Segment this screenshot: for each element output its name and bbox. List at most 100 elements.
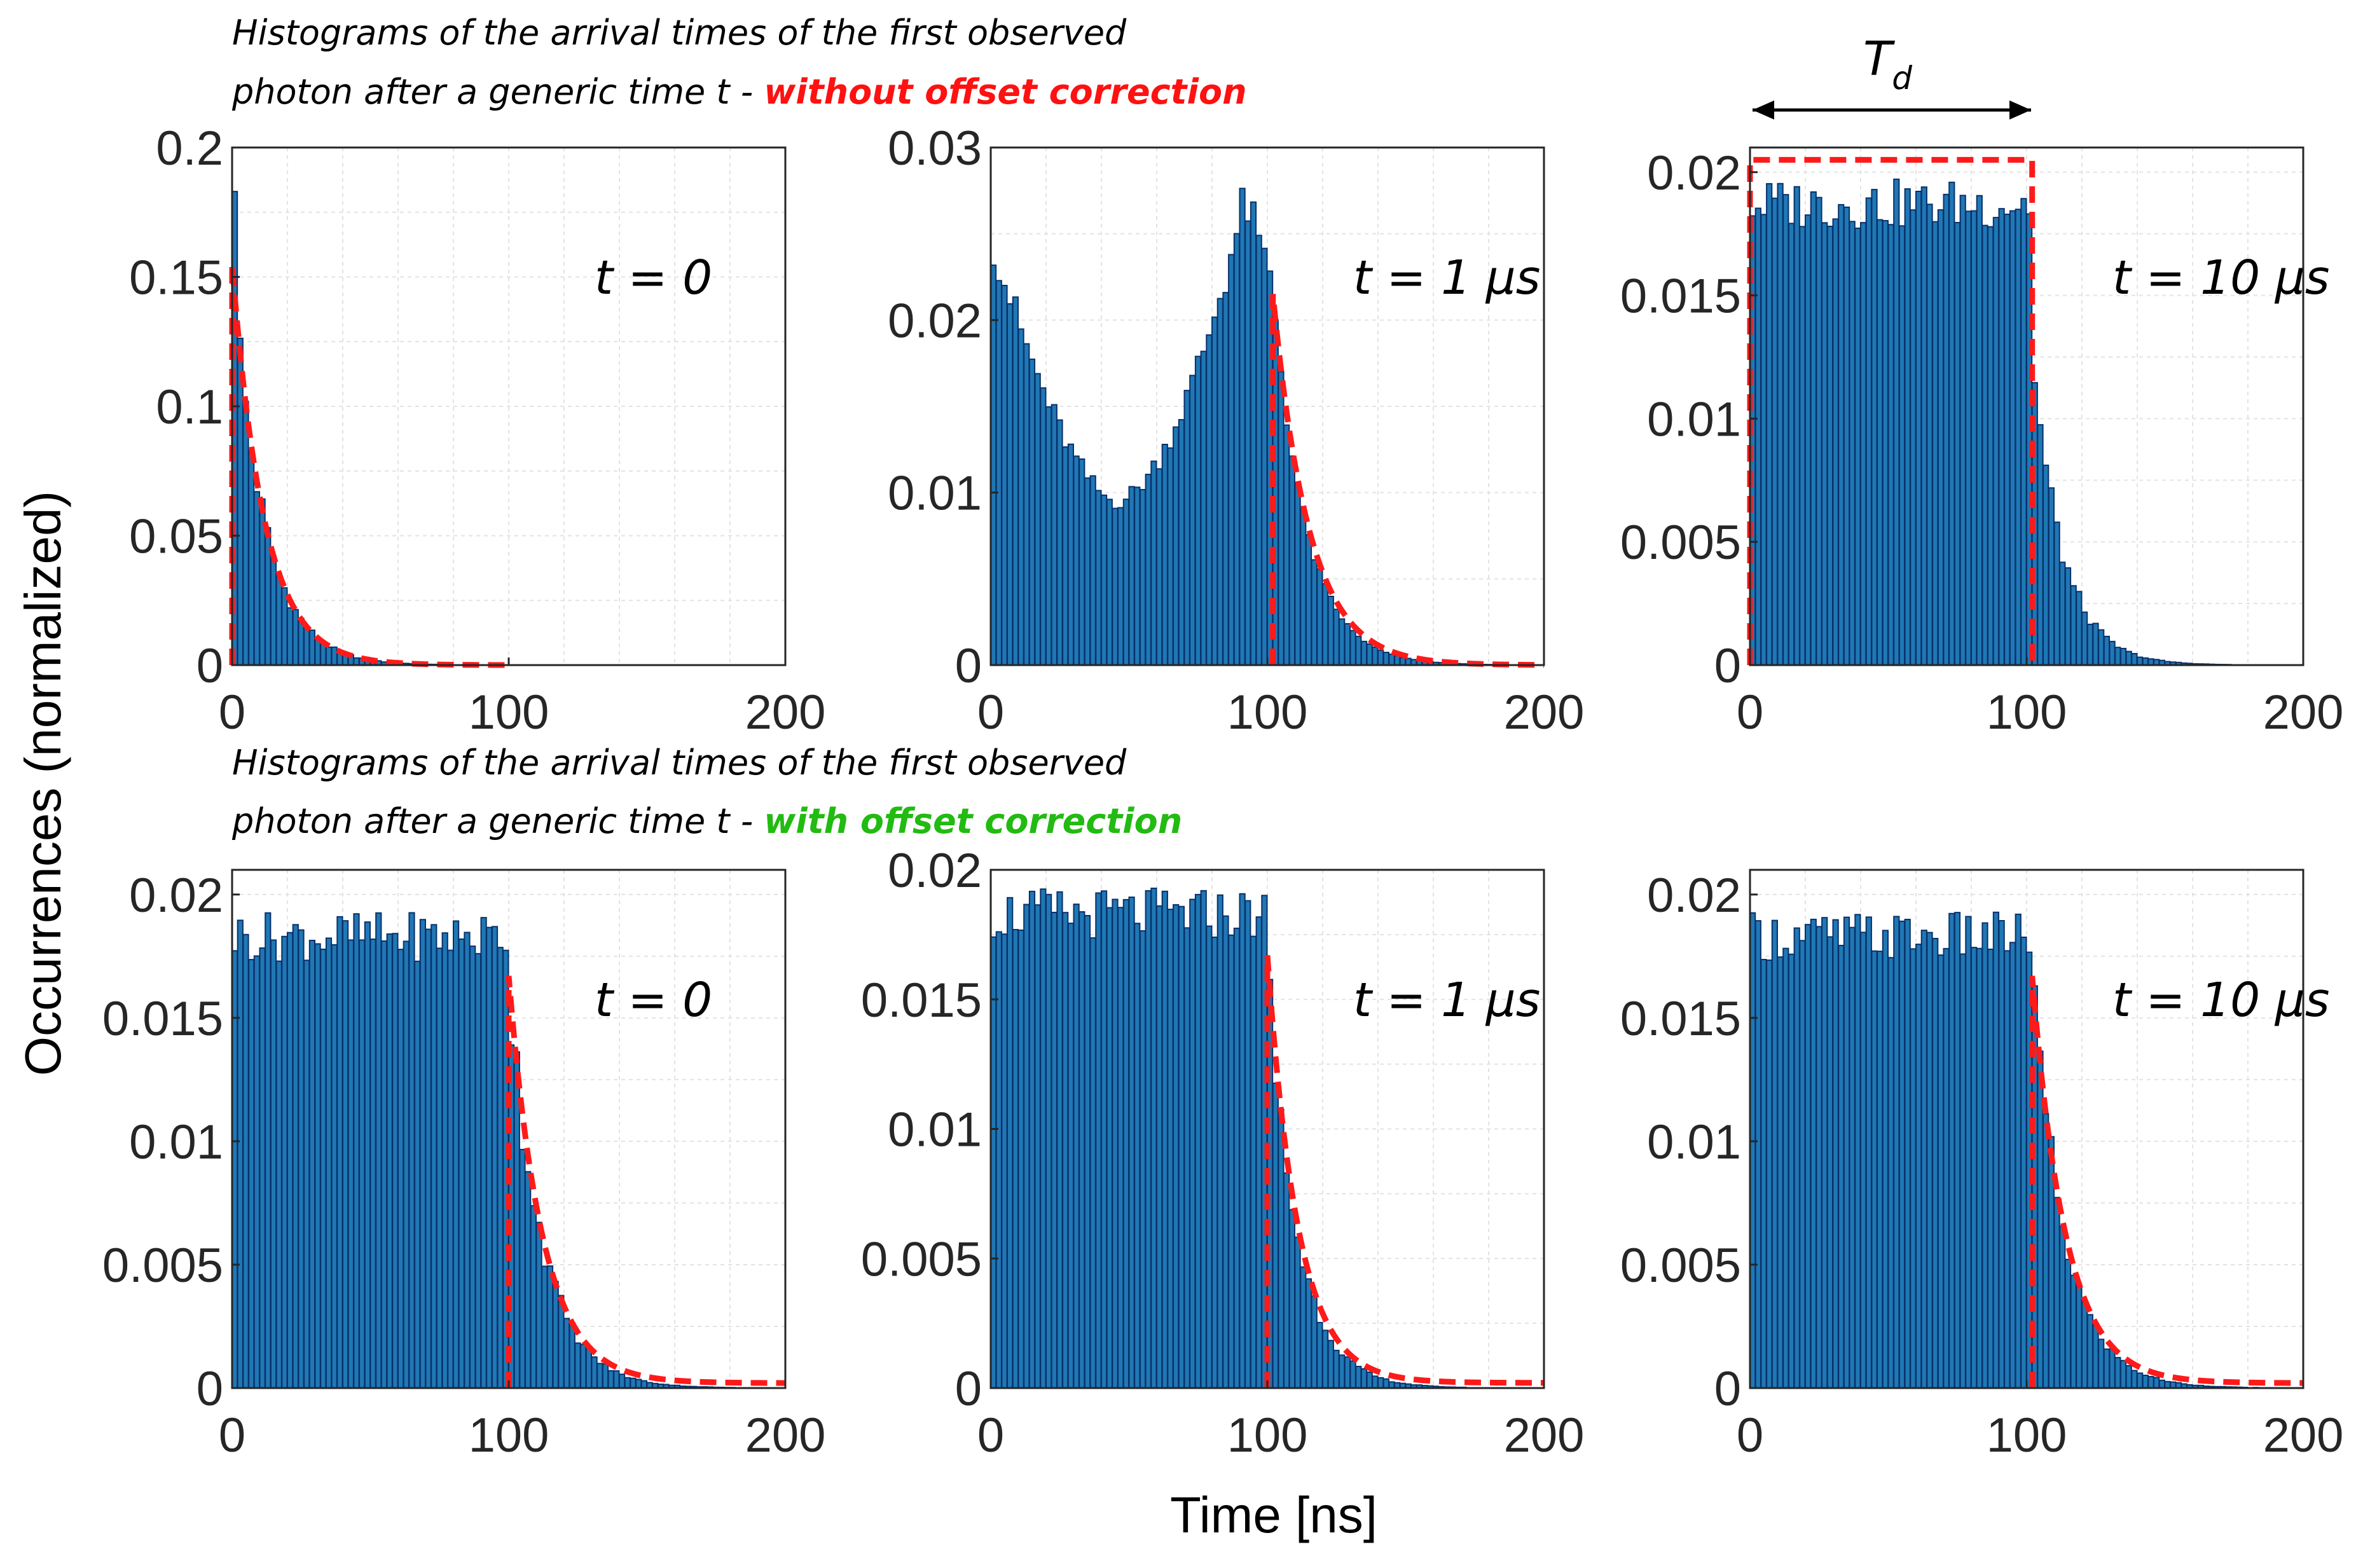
- histogram-bar: [303, 627, 310, 666]
- histogram-bar: [1932, 221, 1939, 666]
- histogram-bar: [1228, 934, 1235, 1389]
- histogram-bar: [2092, 622, 2099, 666]
- histogram-bar: [2004, 950, 2011, 1389]
- histogram-bar: [1294, 1236, 1301, 1389]
- histogram-bar: [607, 1370, 614, 1389]
- histogram-bar: [1965, 916, 1972, 1389]
- histogram-bar: [1937, 209, 1945, 666]
- histogram-bar: [1893, 178, 1900, 666]
- histogram-bar: [486, 926, 493, 1389]
- histogram-bar: [1826, 225, 1834, 666]
- histogram-bar: [2070, 585, 2077, 666]
- panel-annotation: t = 1 µs: [1353, 251, 1540, 305]
- histogram-bar: [1360, 640, 1368, 666]
- histogram-bar: [1344, 622, 1351, 666]
- histogram-bar: [336, 916, 343, 1389]
- histogram-bar: [546, 1265, 554, 1389]
- histogram-bar: [1992, 911, 2000, 1389]
- histogram-bar: [1998, 208, 2005, 666]
- histogram-bar: [1062, 446, 1069, 666]
- histogram-bar: [541, 1265, 548, 1389]
- histogram-bar: [1799, 226, 1806, 666]
- histogram-bar: [259, 947, 266, 1389]
- panel-top-t10us: 0 100 200 0 0.005 0.01 0.015 0.02 t = 10 µs: [1620, 146, 2344, 739]
- histogram-bar: [1382, 1378, 1389, 1389]
- y-tick-label: 0.02: [888, 844, 982, 898]
- histogram-bar: [436, 947, 443, 1389]
- histogram-bar: [1987, 226, 1994, 666]
- histogram-bar: [591, 1356, 598, 1389]
- histogram-bar: [1910, 209, 1917, 666]
- histogram-bar: [298, 929, 305, 1389]
- histogram-bar: [1194, 355, 1202, 666]
- histogram-bar: [1333, 609, 1340, 666]
- histogram-bar: [1261, 247, 1268, 666]
- y-tick-label: 0.02: [888, 294, 982, 348]
- histogram-bar: [253, 955, 260, 1389]
- histogram-bar: [248, 959, 255, 1389]
- histogram-bar: [1206, 334, 1213, 666]
- histogram-bar: [1849, 926, 1856, 1389]
- histogram-bar: [1200, 350, 1207, 666]
- histogram-bar: [1339, 1354, 1346, 1389]
- histogram-bar: [1106, 499, 1113, 666]
- histogram-bar: [364, 921, 371, 1389]
- histogram-bar: [1045, 893, 1052, 1389]
- panel-top-t1us: 0 100 200 0 0.01 0.02 0.03 t = 1 µs: [888, 121, 1584, 739]
- histogram-bar: [414, 960, 421, 1389]
- histogram-bar: [1882, 930, 1889, 1389]
- histogram-bar: [1388, 653, 1395, 666]
- histogram-bar: [1815, 196, 1822, 666]
- histogram-bar: [525, 1171, 532, 1389]
- panel-top-t0: 0 100 200 0 0.05 0.1 0.15 0.2 t = 0: [129, 121, 825, 739]
- histogram-bar: [1183, 927, 1190, 1389]
- histogram-bar: [1233, 233, 1241, 666]
- histogram-bar: [491, 926, 499, 1389]
- histogram-bar: [469, 946, 476, 1389]
- histogram-bar: [1250, 201, 1257, 666]
- x-tick-label: 200: [1504, 1408, 1585, 1462]
- y-tick-label: 0.005: [1620, 516, 1741, 570]
- x-tick-label: 100: [469, 1408, 549, 1462]
- x-tick-label: 200: [1504, 685, 1585, 739]
- y-tick-label: 0: [196, 1362, 223, 1416]
- histogram-bar: [1001, 933, 1008, 1389]
- histogram-bar: [1754, 207, 1761, 666]
- histogram-bar: [2092, 1323, 2099, 1389]
- histogram-bar: [1012, 296, 1019, 666]
- histogram-bar: [1366, 643, 1373, 666]
- histogram-bar: [1017, 929, 1024, 1389]
- histogram-bar: [1095, 490, 1102, 666]
- histogram-bar: [1278, 371, 1285, 666]
- y-tick-label: 0: [196, 639, 223, 693]
- histogram-bar: [1101, 890, 1108, 1389]
- histogram-bar: [1854, 227, 1861, 666]
- histogram-bar: [431, 924, 437, 1389]
- histogram-bar: [303, 959, 310, 1389]
- histogram-bar: [237, 919, 244, 1389]
- histogram-bar: [1399, 657, 1407, 666]
- histogram-bar: [596, 1363, 603, 1389]
- histogram-bar: [1084, 477, 1091, 666]
- y-tick-label: 0: [1714, 639, 1741, 693]
- histogram-bar: [270, 939, 277, 1389]
- histogram-bar: [1034, 904, 1041, 1389]
- histogram-bar: [1122, 898, 1130, 1389]
- histogram-bar: [1377, 649, 1384, 666]
- histogram-bar: [1971, 947, 1978, 1389]
- histogram-bar: [2076, 591, 2083, 666]
- histogram-bar: [1372, 646, 1379, 666]
- histogram-bar: [1810, 191, 1817, 666]
- x-tick-label: 0: [1737, 1408, 1763, 1462]
- histogram-bar: [1161, 890, 1168, 1389]
- histogram-bar: [2020, 937, 2027, 1389]
- histogram-bar: [1062, 912, 1069, 1389]
- histogram-bar: [1959, 953, 1966, 1389]
- histogram-bar: [1161, 443, 1168, 666]
- histogram-bar: [519, 1148, 526, 1389]
- histogram-bar: [1865, 197, 1872, 666]
- histogram-bar: [1976, 195, 1983, 666]
- histogram-bar: [568, 1322, 575, 1389]
- histogram-bar: [1771, 197, 1779, 666]
- x-tick-label: 100: [1227, 685, 1308, 739]
